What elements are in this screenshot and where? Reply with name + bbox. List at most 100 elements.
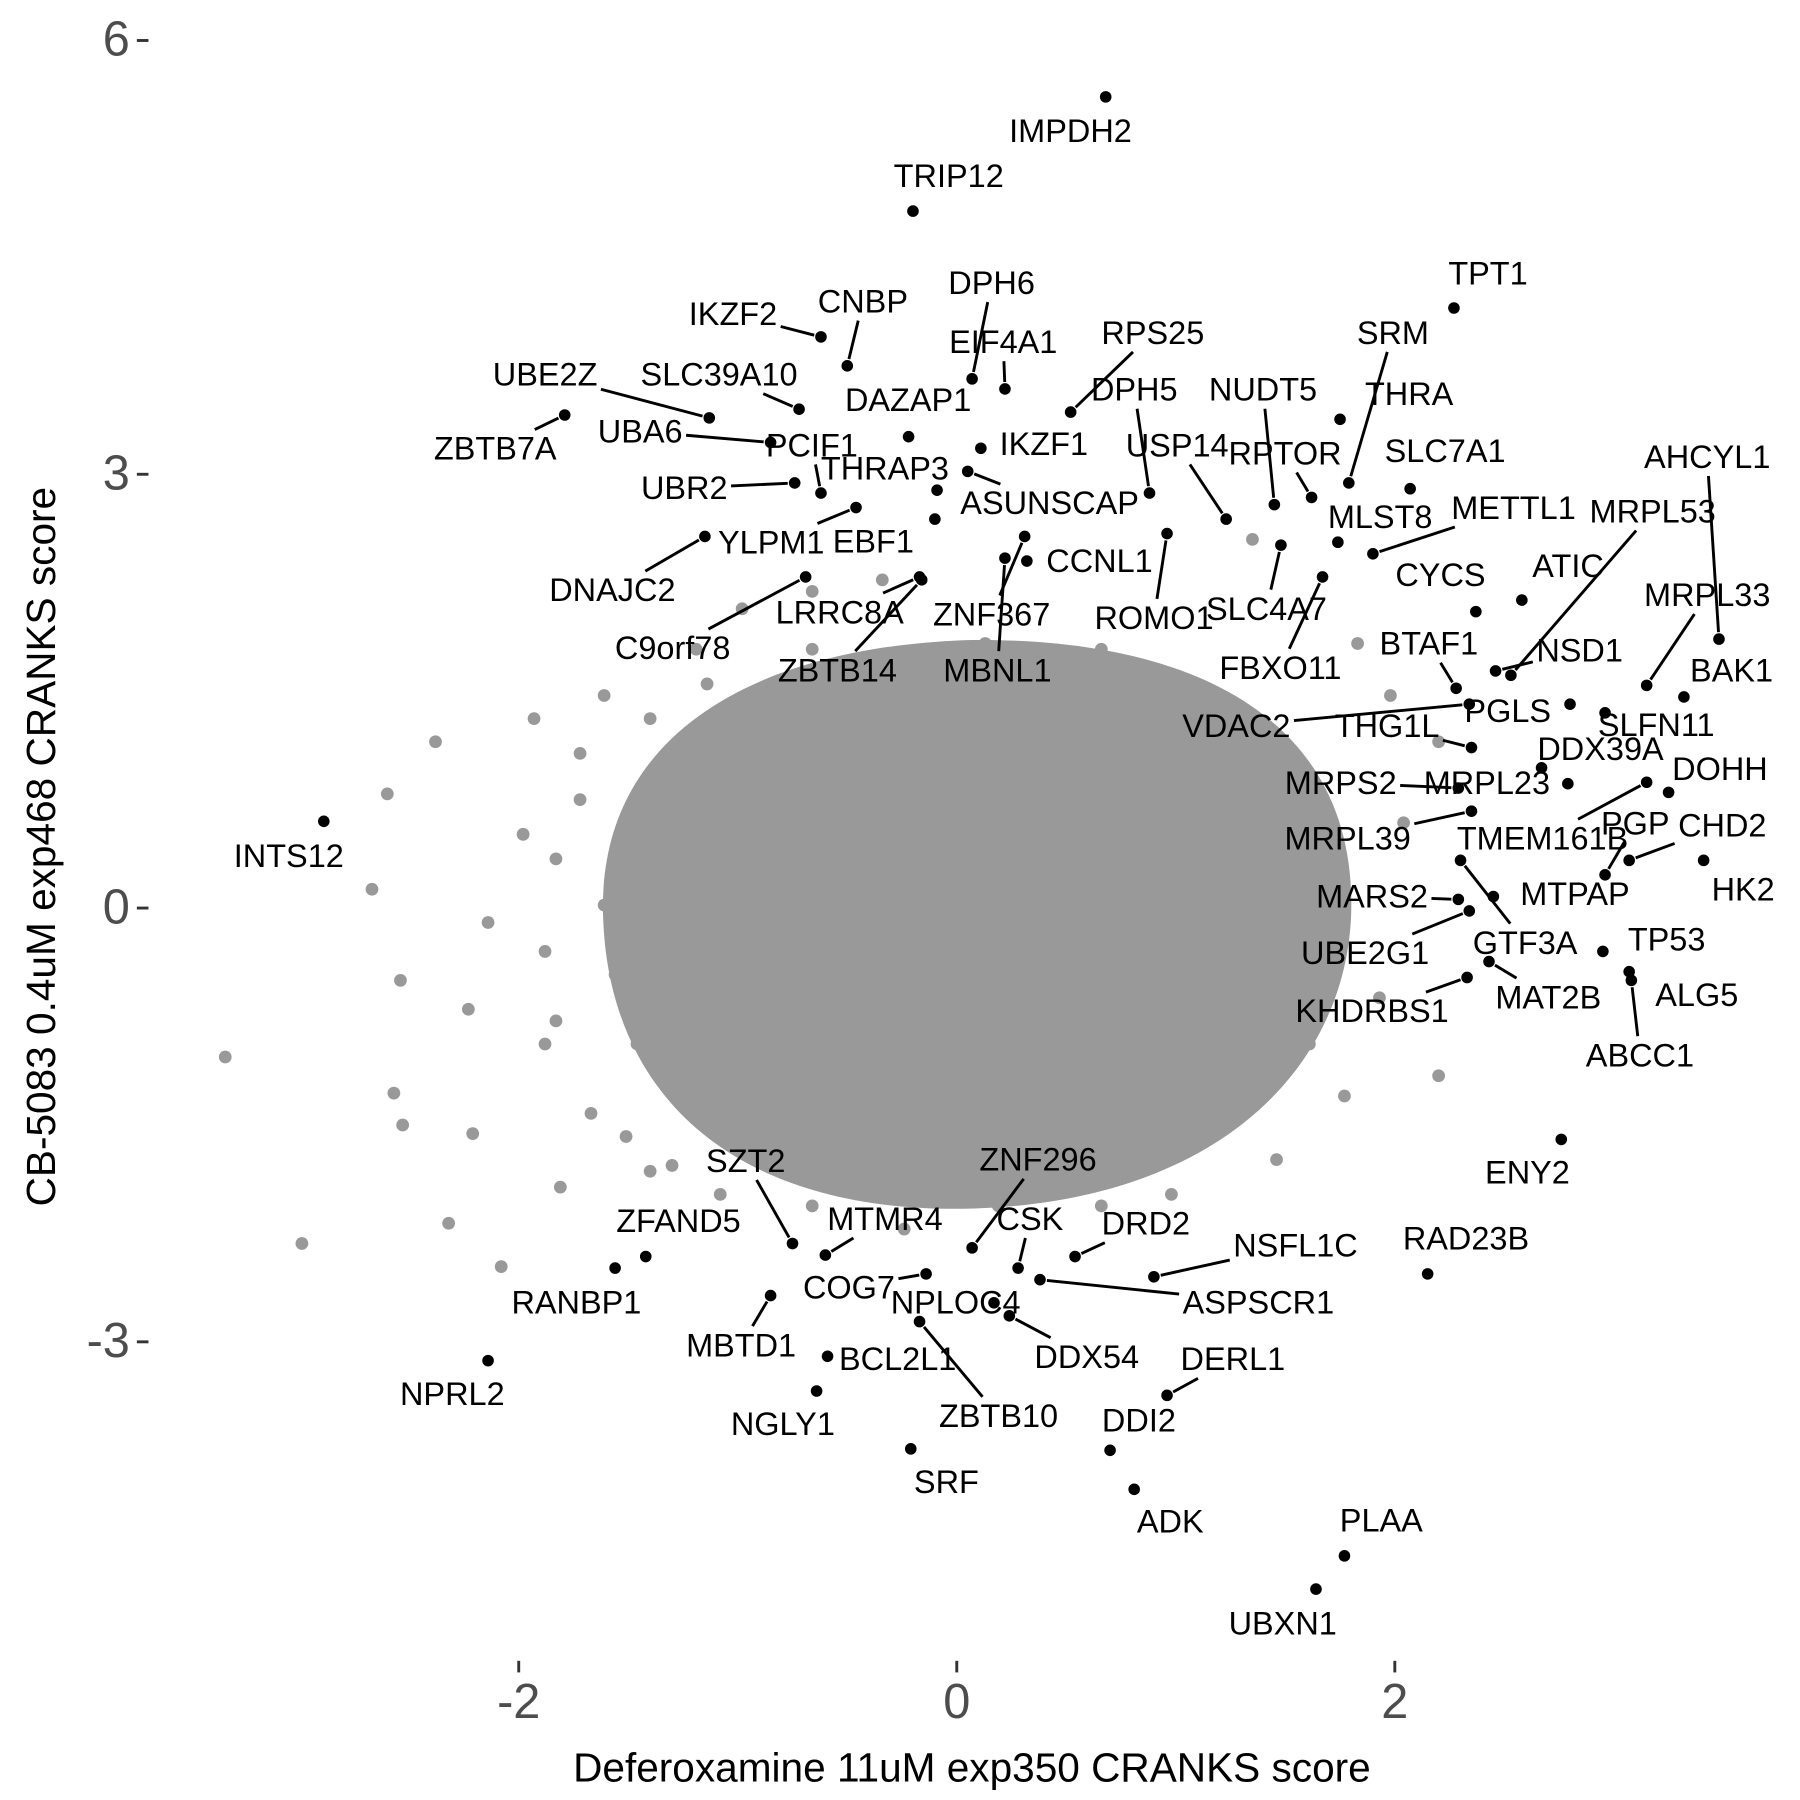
point-label: MTMR4 <box>827 1201 942 1237</box>
leader-line <box>973 472 1001 486</box>
point-label: CNBP <box>818 283 908 319</box>
point-label: DDX39A <box>1537 731 1664 767</box>
leader-line <box>1293 703 1463 722</box>
point <box>1384 689 1397 702</box>
points-layer <box>218 91 1725 1595</box>
point-label: SRF <box>914 1464 979 1500</box>
point-label: EIF4A1 <box>949 324 1057 360</box>
point <box>1303 1037 1316 1051</box>
point <box>461 1002 475 1016</box>
point-label: MRPL39 <box>1285 820 1411 856</box>
point <box>759 723 773 737</box>
axes: -3 0 3 6 -2 0 2 <box>87 13 1409 1729</box>
point-label: DOHH <box>1672 751 1768 787</box>
point <box>1432 1069 1445 1083</box>
highlighted-point <box>1465 741 1478 754</box>
highlighted-point <box>810 1385 823 1397</box>
highlighted-point <box>1483 955 1495 968</box>
highlighted-point <box>1099 91 1112 103</box>
highlighted-point <box>1516 594 1528 606</box>
highlighted-point <box>913 1315 926 1328</box>
point <box>978 637 992 650</box>
highlighted-point <box>1564 698 1576 710</box>
highlighted-point <box>815 331 827 343</box>
point <box>1327 827 1340 841</box>
point <box>851 1153 865 1167</box>
leader-line <box>1400 783 1452 790</box>
point <box>597 689 611 702</box>
leader-lines <box>534 301 1720 1398</box>
point <box>1270 1153 1283 1167</box>
point-label: IKZF1 <box>1000 426 1088 462</box>
highlighted-point <box>788 477 801 489</box>
leader-line <box>814 464 822 487</box>
point-label: TRIP12 <box>894 158 1004 194</box>
leader-line <box>1514 529 1638 671</box>
x-tick-label: 2 <box>1381 1675 1408 1729</box>
highlighted-point <box>1268 498 1281 511</box>
point-label: ZNF296 <box>979 1142 1096 1178</box>
highlighted-point <box>850 501 862 514</box>
leader-line <box>762 392 794 408</box>
point-label: TP53 <box>1628 921 1706 957</box>
point <box>1037 654 1051 668</box>
point-label: USP14 <box>1126 427 1229 463</box>
point-label: MBTD1 <box>686 1327 796 1363</box>
leader-line <box>1188 463 1224 515</box>
point-label: UBR2 <box>641 470 728 506</box>
point <box>643 1164 657 1178</box>
point-label: TPT1 <box>1448 256 1527 292</box>
highlighted-point <box>1404 482 1416 495</box>
point-label: SLC39A10 <box>641 357 798 393</box>
point <box>549 852 563 866</box>
highlighted-point <box>1003 1310 1016 1322</box>
point-label: METTL1 <box>1451 490 1576 526</box>
leader-line <box>1630 987 1640 1037</box>
leader-line <box>600 387 703 418</box>
point <box>396 1118 410 1132</box>
highlighted-point <box>920 1268 932 1280</box>
highlighted-point <box>1599 869 1611 881</box>
leader-line <box>1501 660 1534 671</box>
point <box>218 1050 232 1064</box>
point-label: UBE2Z <box>493 357 598 393</box>
highlighted-point <box>1463 698 1476 710</box>
leader-line <box>1172 1377 1199 1394</box>
point-label: DDI2 <box>1102 1403 1176 1439</box>
leader-line <box>1155 540 1168 600</box>
leader-line <box>1349 351 1389 477</box>
point <box>442 1216 456 1230</box>
point-label: NSD1 <box>1536 633 1623 669</box>
point-label: RPTOR <box>1229 435 1342 471</box>
point <box>689 1095 703 1109</box>
highlighted-point <box>915 574 928 586</box>
point <box>387 1086 401 1100</box>
point <box>759 1141 773 1155</box>
highlighted-point <box>1535 762 1548 774</box>
highlighted-point <box>558 409 571 421</box>
highlighted-point <box>966 373 978 385</box>
point-label: CYCS <box>1395 557 1485 593</box>
point-label: DERL1 <box>1181 1341 1286 1377</box>
y-tick-label: 3 <box>103 446 130 500</box>
highlighted-point <box>841 360 854 372</box>
point <box>481 916 495 929</box>
point <box>1246 712 1259 726</box>
point-label: PGLS <box>1464 693 1551 729</box>
leader-line <box>1135 408 1150 487</box>
point-label: NSFL1C <box>1233 1228 1358 1264</box>
point-label: FBXO11 <box>1219 650 1341 686</box>
point-label: MRPL23 <box>1424 765 1550 801</box>
leader-line <box>755 1179 791 1239</box>
point-label: MARS2 <box>1316 878 1428 914</box>
highlighted-point <box>1143 487 1156 499</box>
point <box>380 787 394 801</box>
highlighted-point <box>1012 1262 1024 1274</box>
point <box>466 1127 480 1141</box>
highlighted-point <box>1148 1270 1160 1283</box>
point-label: BAK1 <box>1690 652 1773 688</box>
leader-line <box>780 325 815 337</box>
point-label: SLC4A7 <box>1206 591 1327 627</box>
point-label: ZFAND5 <box>616 1203 741 1239</box>
